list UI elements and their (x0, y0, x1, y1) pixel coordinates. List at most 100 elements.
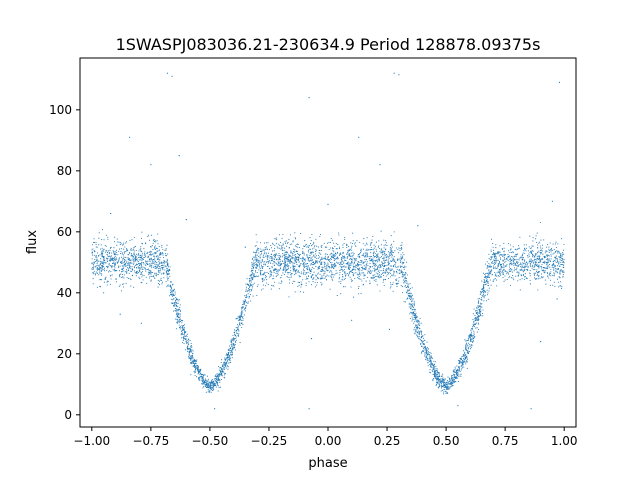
data-point (175, 299, 177, 301)
data-point (128, 252, 130, 254)
data-point (373, 262, 375, 264)
data-point (371, 248, 373, 250)
data-point (252, 258, 254, 261)
data-point (420, 332, 422, 334)
data-point (256, 267, 258, 269)
data-point (517, 248, 519, 250)
data-point (256, 254, 258, 256)
data-point (308, 246, 310, 248)
data-point (316, 284, 318, 286)
data-point (523, 244, 525, 246)
data-point (105, 234, 107, 236)
data-point (270, 284, 273, 287)
data-point (273, 277, 275, 280)
data-point (178, 318, 180, 321)
data-point (249, 279, 251, 281)
data-point (477, 298, 479, 300)
data-point (175, 314, 177, 316)
data-point (511, 252, 513, 254)
data-point (221, 365, 224, 367)
data-point (103, 267, 106, 269)
data-point (502, 263, 504, 265)
data-point (488, 269, 490, 271)
data-point (131, 254, 133, 256)
data-point (279, 263, 281, 265)
data-point (440, 382, 442, 384)
data-point (278, 288, 280, 290)
data-point (377, 253, 379, 255)
data-point (511, 264, 513, 266)
data-point (413, 300, 415, 302)
data-point (519, 269, 521, 271)
data-point (326, 268, 328, 270)
data-point (463, 366, 465, 368)
data-point (140, 256, 143, 258)
data-point (342, 257, 344, 259)
data-point (541, 244, 543, 246)
data-point (177, 314, 179, 316)
data-point (517, 261, 519, 263)
data-point (453, 381, 455, 383)
data-point (256, 260, 258, 262)
data-point (473, 321, 475, 323)
data-point (547, 244, 549, 246)
data-point (422, 340, 425, 342)
data-point (146, 282, 148, 284)
data-point (478, 297, 480, 299)
data-point (131, 266, 133, 268)
data-point (551, 266, 553, 268)
data-point (527, 265, 529, 267)
data-point (502, 272, 504, 274)
data-point (148, 277, 150, 279)
data-point (563, 266, 565, 269)
data-point (234, 349, 236, 351)
data-point (465, 347, 467, 349)
data-point (295, 253, 297, 256)
data-point (520, 256, 523, 258)
data-point (130, 248, 132, 250)
data-point (442, 377, 444, 379)
data-point (416, 321, 418, 323)
data-point (543, 272, 545, 274)
data-point (188, 357, 190, 359)
data-point (364, 252, 366, 254)
data-point (268, 248, 271, 250)
data-point (449, 378, 451, 380)
data-point (464, 339, 466, 341)
data-point (97, 264, 99, 266)
data-point (427, 362, 429, 364)
data-point (179, 321, 182, 323)
data-point (286, 251, 288, 253)
data-point (303, 270, 305, 272)
data-point (366, 256, 368, 258)
data-point (319, 261, 321, 263)
data-point (216, 381, 218, 383)
data-point (288, 265, 290, 267)
data-point (307, 251, 310, 253)
data-point (185, 331, 187, 334)
data-point (517, 265, 519, 267)
data-point (292, 254, 294, 256)
data-point (510, 263, 512, 265)
data-point (335, 272, 337, 274)
data-point (318, 254, 320, 256)
data-point (389, 287, 391, 289)
data-point (448, 380, 451, 382)
data-point (319, 270, 321, 272)
data-point (312, 278, 314, 280)
data-point (427, 353, 429, 355)
data-point (167, 277, 169, 279)
data-point (321, 267, 323, 269)
data-point (411, 297, 413, 299)
data-point (109, 259, 111, 261)
data-point (320, 245, 322, 247)
data-point (517, 258, 519, 260)
data-point (402, 274, 404, 276)
data-point (343, 257, 345, 259)
data-point (310, 245, 313, 247)
data-point (135, 260, 137, 262)
data-point (521, 278, 523, 280)
data-point (361, 269, 363, 271)
data-point (115, 259, 117, 261)
data-point (372, 263, 374, 265)
